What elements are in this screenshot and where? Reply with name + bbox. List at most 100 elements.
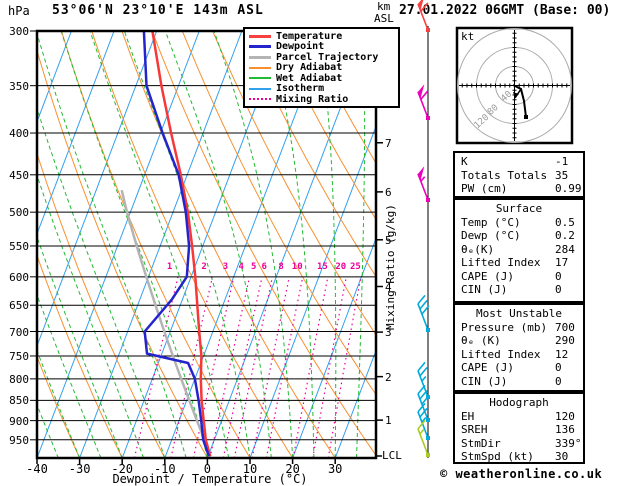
panel-row: CAPE (J) 0: [455, 270, 583, 284]
legend-label: Parcel Trajectory: [276, 51, 379, 63]
temp-tick-label: 20: [285, 462, 300, 476]
panel-row-value: 136: [555, 423, 575, 436]
panel-row-label: CAPE (J): [461, 361, 514, 374]
pressure-tick-label: 400: [9, 127, 29, 141]
legend-item: Dry Adiabat: [249, 62, 396, 74]
panel-row-value: 120: [555, 409, 575, 423]
panel-row: SREH 136: [455, 423, 583, 437]
isotherm-line: [334, 349, 376, 458]
legend-swatch-parcel-trajectory: [249, 55, 271, 59]
mixing-ratio-label: 6: [261, 262, 267, 272]
km-tick-label: 4: [385, 280, 392, 294]
panel-row-value: 0: [555, 269, 562, 283]
wet-adiabat-line: [213, 31, 294, 458]
dry-adiabat-line: [302, 31, 376, 164]
mixing-ratio-label: 3: [222, 262, 229, 272]
temp-tick-label: 10: [242, 462, 258, 476]
legend-label: Temperature: [276, 30, 343, 42]
panel-row-value: 0: [555, 283, 562, 296]
hodograph-trace: [512, 84, 527, 118]
panel-hodograph: Hodograph EH 120 SREH 136 StmDir 339° StmSpd (k…: [453, 392, 585, 464]
panel-most-unstable: Most Unstable Pressure (mb) 700 θₑ (K) 290 Li…: [453, 303, 585, 392]
isotherm-line: [37, 31, 72, 124]
panel-row-value: 0: [555, 374, 562, 388]
panel-row-label: Pressure (mb): [461, 320, 548, 334]
panel-row: Totals Totals 35: [455, 169, 583, 183]
temp-tick-label: 0: [203, 462, 211, 476]
dry-adiabat-line: [37, 49, 208, 458]
panel-row-value: 700: [555, 320, 575, 334]
legend-label: Dry Adiabat: [276, 62, 343, 74]
isotherm-line: [249, 125, 376, 458]
panel-row: CAPE (J) 0: [455, 361, 583, 375]
legend-item: Mixing Ratio: [249, 94, 396, 105]
panel-row-value: 284: [555, 242, 575, 256]
pressure-tick-label: 800: [9, 372, 29, 386]
isotherm-line: [37, 31, 158, 348]
panel-row: θₑ(K) 284: [455, 243, 583, 257]
panel-row: Dewp (°C) 0.2: [455, 229, 583, 243]
pressure-tick-label: 450: [9, 168, 29, 182]
panel-row-label: CAPE (J): [461, 269, 514, 283]
dry-adiabat-line: [272, 31, 376, 221]
panel-title: Surface: [495, 202, 543, 215]
panel-row: Lifted Index 17: [455, 256, 583, 270]
wind-barb: [417, 402, 430, 440]
panel-row-label: StmDir: [461, 436, 501, 450]
legend-item: Wet Adiabat: [249, 73, 396, 84]
mixing-ratio-line: [292, 276, 329, 458]
panel-row: Temp (°C) 0.5: [455, 216, 583, 230]
panel-indices: K -1 Totals Totals 35 PW (cm) 0.99: [453, 151, 585, 198]
temp-tick-label: -30: [68, 462, 91, 476]
km-tick-label: 3: [385, 326, 392, 340]
pressure-tick-label: 900: [9, 414, 29, 428]
panel-row: θₑ (K) 290: [455, 334, 583, 348]
skewt-background: [37, 31, 376, 458]
panel-row-value: -1: [555, 155, 569, 168]
station-title: 53°06'N 23°10'E 143m ASL: [52, 3, 264, 18]
hodograph-unit-label: kt: [461, 30, 474, 43]
pressure-unit-label: hPa: [8, 4, 30, 18]
km-tick-label: 1: [385, 414, 392, 428]
mixing-ratio-line: [327, 276, 362, 458]
wet-adiabat-line: [267, 31, 315, 458]
wind-barb: [417, 0, 430, 32]
km-tick-label: 5: [385, 233, 392, 247]
lcl-label: LCL: [382, 449, 402, 462]
parcel-trajectory-curve: [120, 189, 212, 457]
altitude-unit-label2: ASL: [374, 12, 394, 25]
panel-row-label: StmSpd (kt): [461, 450, 534, 463]
wet-adiabat-line: [356, 31, 366, 458]
panel-surface: Surface Temp (°C) 0.5 Dewp (°C) 0.2 θₑ(K) 284 L…: [453, 198, 585, 303]
panel-row-value: 0: [555, 361, 562, 374]
mixing-ratio-label: 20: [335, 262, 347, 272]
wind-barb: [417, 166, 430, 202]
isotherm-line: [37, 31, 200, 458]
dry-adiabat-line: [242, 31, 376, 278]
pressure-tick-label: 950: [9, 433, 29, 447]
mixing-ratio-line: [251, 276, 290, 458]
panel-title: Most Unstable: [475, 307, 563, 320]
pressure-tick-label: 850: [9, 394, 29, 408]
legend-item: Temperature: [249, 31, 396, 42]
panel-row-label: K: [461, 155, 468, 168]
plot-border: [35, 29, 378, 460]
pressure-tick-label: 500: [9, 206, 29, 220]
panel-row: EH 120: [455, 410, 583, 424]
mixing-ratio-label: 15: [316, 262, 328, 272]
dewpoint-curve: [142, 31, 211, 457]
panel-row: K -1: [455, 155, 583, 169]
pressure-tick-label: 750: [9, 349, 29, 363]
temp-tick-label: -40: [26, 462, 48, 476]
temp-tick-label: -10: [153, 462, 176, 476]
panel-row-value: 0.5: [555, 215, 575, 229]
panel-row-label: Lifted Index: [461, 256, 541, 269]
xaxis-title: Dewpoint / Temperature (°C): [112, 472, 308, 486]
wind-barb: [417, 419, 430, 457]
mixing-ratio-label: 10: [291, 262, 303, 272]
wet-adiabat-line: [318, 31, 337, 458]
panel-row-label: CIN (J): [461, 283, 508, 296]
mixing-ratio-line: [233, 276, 274, 458]
pressure-tick-label: 700: [9, 325, 29, 339]
